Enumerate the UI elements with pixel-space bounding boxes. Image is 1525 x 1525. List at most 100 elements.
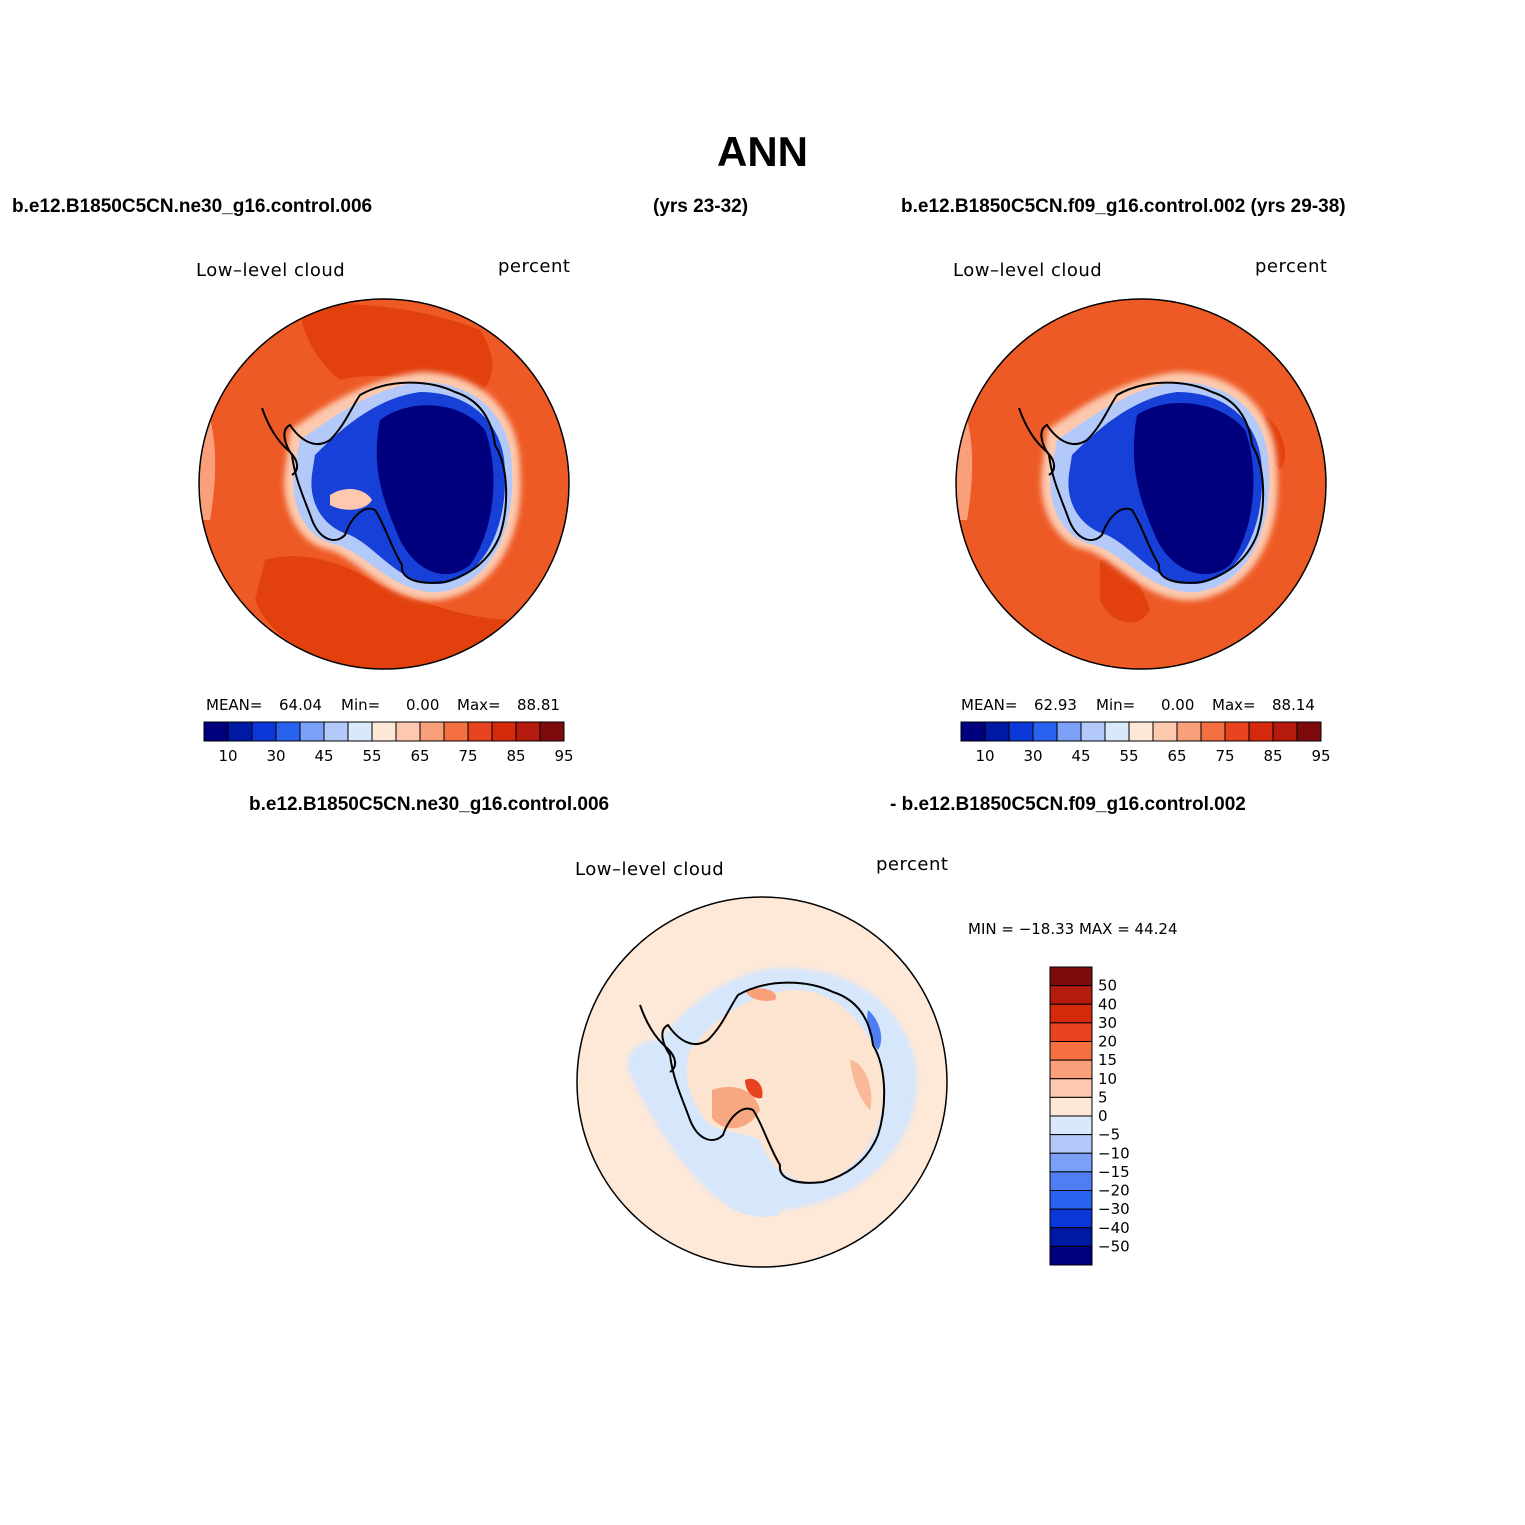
- panel3-colorbar-tick-label: 30: [1098, 1014, 1117, 1032]
- panel2-colorbar-tick-label: 75: [1215, 747, 1234, 765]
- panel3-colorbar-swatch: [1049, 1115, 1093, 1136]
- panel1-mean-label: MEAN=: [206, 696, 263, 714]
- panel3-neg-patch-right: [867, 1010, 882, 1050]
- case1-label: b.e12.B1850C5CN.ne30_g16.control.006: [12, 196, 373, 217]
- panel1-variable: Low–level cloud: [196, 260, 346, 281]
- panel3-colorbar-tick-label: 40: [1098, 995, 1117, 1013]
- panel3-colorbar-swatch: [1049, 1171, 1093, 1191]
- panel2-colorbar-swatch: [1296, 721, 1322, 742]
- panel3-variable: Low–level cloud: [575, 859, 725, 880]
- panel3-pos-patch-3: [850, 1060, 872, 1110]
- panel1-colorbar-tick-label: 30: [266, 747, 285, 765]
- diff-case2-label: - b.e12.B1850C5CN.f09_g16.control.002: [890, 794, 1246, 815]
- panel2-dark-band-bottom: [1100, 559, 1150, 623]
- panel3-colorbar-swatch: [1049, 1096, 1093, 1117]
- panel3-colorbar-tick-label: 0: [1098, 1107, 1108, 1125]
- panel2-coastline: [1040, 381, 1265, 584]
- panel2-mean: 62.93: [1034, 696, 1077, 714]
- panel3-pos-patch-1: [712, 1086, 760, 1129]
- panel3-colorbar-tick-label: 50: [1098, 977, 1117, 995]
- panel3-colorbar-tick-label: 20: [1098, 1033, 1117, 1051]
- panel2-mean-label: MEAN=: [961, 696, 1018, 714]
- panel3-colorbar-tick-label: −40: [1098, 1219, 1130, 1237]
- panel3-colorbar-swatch: [1049, 1022, 1093, 1042]
- panel1-units: percent: [498, 256, 571, 277]
- panel3-colorbar-tick-label: 15: [1098, 1051, 1117, 1069]
- panel1-colorbar-tick-label: 45: [314, 747, 333, 765]
- panel2-peninsula: [1018, 407, 1055, 476]
- panel1-ice-core: [376, 405, 494, 575]
- panel1-dark-band-bottom: [255, 556, 520, 669]
- panel3-colorbar-tick-label: −50: [1098, 1237, 1130, 1255]
- panel2-variable: Low–level cloud: [953, 260, 1103, 281]
- panel2-map-border: [955, 298, 1327, 670]
- panel3-colorbar-tick-label: 5: [1098, 1088, 1108, 1106]
- panel2-colorbar-tick-label: 30: [1023, 747, 1042, 765]
- panel2-colorbar-tick-label: 10: [975, 747, 994, 765]
- panel3-colorbar-tick-label: −20: [1098, 1182, 1130, 1200]
- panel2-max: 88.14: [1272, 696, 1315, 714]
- panel2-colorbar-tick-label: 95: [1311, 747, 1330, 765]
- panel1-colorbar-tick-label: 75: [458, 747, 477, 765]
- panel3-colorbar-swatch: [1049, 1227, 1093, 1247]
- panel1-colorbar-swatch: [539, 721, 565, 742]
- panel1-colorbar-tick-label: 65: [410, 747, 429, 765]
- panel3-peninsula: [639, 1004, 676, 1073]
- panel1-dark-band-top: [300, 303, 493, 395]
- panel3-colorbar-swatch: [1049, 1134, 1093, 1154]
- panel3-colorbar-swatch: [1049, 1078, 1093, 1098]
- panel3-colorbar-swatch: [1049, 1208, 1093, 1229]
- panel1-min: 0.00: [406, 696, 440, 714]
- panel1-colorbar-tick-label: 95: [554, 747, 573, 765]
- panel3-map-border: [576, 896, 948, 1268]
- panel3-pos-patch-top: [745, 988, 776, 1001]
- panel3-coastline: [661, 981, 886, 1184]
- panel2-min: 0.00: [1161, 696, 1195, 714]
- panel3-colorbar-swatch: [1049, 985, 1093, 1005]
- panel3-colorbar-swatch: [1049, 1190, 1093, 1210]
- panel3-colorbar-tick-label: −30: [1098, 1200, 1130, 1218]
- panel2-colorbar-tick-label: 55: [1119, 747, 1138, 765]
- panel1-coastline: [283, 381, 508, 584]
- figure-title: ANN: [717, 128, 808, 175]
- panel2-colorbar-tick-label: 85: [1263, 747, 1282, 765]
- panel2-max-label: Max=: [1212, 696, 1256, 714]
- panel1-colorbar-tick-label: 55: [362, 747, 381, 765]
- panel1-peninsula: [261, 407, 298, 476]
- panel3-colorbar-tick-label: 10: [1098, 1070, 1117, 1088]
- panel2-min-label: Min=: [1096, 696, 1136, 714]
- panel1-colorbar-tick-label: 10: [218, 747, 237, 765]
- panel3-colorbar-tick-label: −15: [1098, 1163, 1130, 1181]
- panel3-colorbar-swatch: [1049, 1152, 1093, 1173]
- panel3-pos-patch-2: [745, 1078, 763, 1099]
- panel2-colorbar-tick-label: 65: [1167, 747, 1186, 765]
- panel2-colorbar-tick-label: 45: [1071, 747, 1090, 765]
- panel1-colorbar-tick-label: 85: [506, 747, 525, 765]
- diff-case1-label: b.e12.B1850C5CN.ne30_g16.control.006: [249, 794, 610, 815]
- panel3-colorbar-swatch: [1049, 1041, 1093, 1061]
- case2-label: b.e12.B1850C5CN.f09_g16.control.002 (yrs…: [901, 196, 1346, 217]
- panel3-colorbar-swatch: [1049, 966, 1093, 987]
- panel1-max-label: Max=: [457, 696, 501, 714]
- panel3-neg-tail: [720, 1180, 780, 1217]
- panel1-map-border: [198, 298, 570, 670]
- panel2-ice-core: [1133, 403, 1254, 575]
- panel2-units: percent: [1255, 256, 1328, 277]
- panel1-warm-spot: [330, 488, 372, 510]
- panel1-min-label: Min=: [341, 696, 381, 714]
- panel3-colorbar-swatch: [1049, 1245, 1093, 1266]
- panel3-interior: [686, 990, 884, 1182]
- panel3-colorbar-tick-label: −10: [1098, 1144, 1130, 1162]
- case1-years: (yrs 23-32): [653, 196, 749, 217]
- panel3-colorbar-swatch: [1049, 1003, 1093, 1024]
- panel1-mean: 64.04: [279, 696, 322, 714]
- panel1-max: 88.81: [517, 696, 560, 714]
- panel3-minmax: MIN = −18.33 MAX = 44.24: [968, 920, 1178, 938]
- panel3-colorbar-swatch: [1049, 1059, 1093, 1080]
